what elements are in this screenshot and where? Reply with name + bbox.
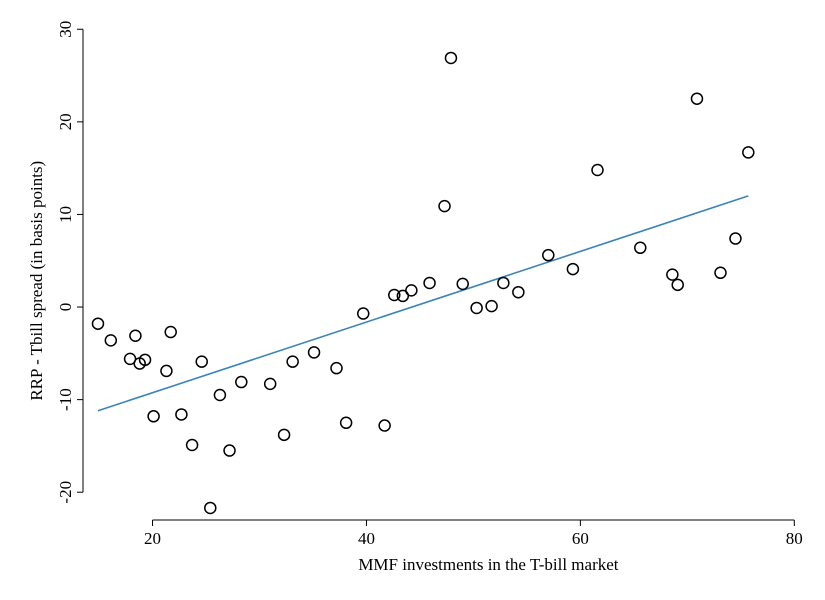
- y-tick-label: 20: [56, 113, 75, 130]
- data-point: [147, 410, 160, 423]
- x-tick-label: 60: [572, 529, 589, 548]
- data-point: [286, 355, 299, 368]
- data-point: [497, 276, 510, 290]
- data-point: [690, 92, 704, 105]
- data-point: [566, 262, 580, 276]
- data-point: [444, 51, 458, 65]
- data-point: [470, 301, 483, 315]
- data-point: [634, 241, 647, 255]
- data-point: [485, 299, 498, 313]
- x-tick-label: 20: [144, 529, 161, 548]
- data-point: [378, 419, 391, 432]
- data-point: [263, 377, 277, 391]
- x-tick-label: 40: [358, 529, 375, 548]
- data-point: [104, 334, 118, 347]
- y-tick-label: 10: [56, 206, 75, 223]
- data-point: [714, 266, 727, 280]
- fit-line: [97, 195, 749, 412]
- x-tick-label: 80: [786, 529, 803, 548]
- data-point: [456, 277, 469, 291]
- data-point: [330, 361, 343, 375]
- data-point: [542, 248, 555, 262]
- data-point: [512, 285, 525, 299]
- data-point: [213, 388, 227, 402]
- data-point: [164, 325, 177, 339]
- data-point: [356, 307, 370, 320]
- data-point: [235, 375, 248, 389]
- data-point: [185, 438, 199, 452]
- y-tick-label: -20: [56, 481, 75, 504]
- data-point: [138, 353, 152, 367]
- data-point: [223, 444, 236, 457]
- x-axis-label: MMF investments in the T-bill market: [358, 555, 618, 574]
- y-axis-label: RRP - Tbill spread (in basis points): [27, 161, 46, 401]
- data-point: [671, 278, 684, 292]
- data-point: [405, 284, 418, 297]
- y-tick-label: 30: [56, 21, 75, 38]
- data-point: [160, 364, 173, 378]
- data-point: [91, 317, 105, 330]
- data-point: [195, 355, 208, 368]
- data-point: [175, 408, 188, 421]
- data-point: [438, 199, 451, 213]
- data-point: [307, 346, 321, 359]
- data-point: [388, 288, 401, 302]
- data-point: [277, 428, 291, 442]
- points-group: [91, 51, 755, 515]
- fit-line-group: [97, 195, 749, 412]
- y-tick-label: 0: [56, 303, 75, 312]
- data-point: [339, 416, 353, 430]
- y-tick-label: -10: [56, 388, 75, 411]
- data-point: [729, 232, 742, 245]
- data-point: [742, 146, 755, 159]
- data-point: [591, 163, 604, 177]
- data-point: [396, 289, 410, 303]
- data-point: [129, 329, 142, 342]
- data-point: [666, 268, 679, 281]
- data-point: [204, 501, 217, 515]
- data-point: [423, 276, 436, 290]
- axes: 20 40 60 80 -20 -10 0 10 20 30: [56, 21, 803, 548]
